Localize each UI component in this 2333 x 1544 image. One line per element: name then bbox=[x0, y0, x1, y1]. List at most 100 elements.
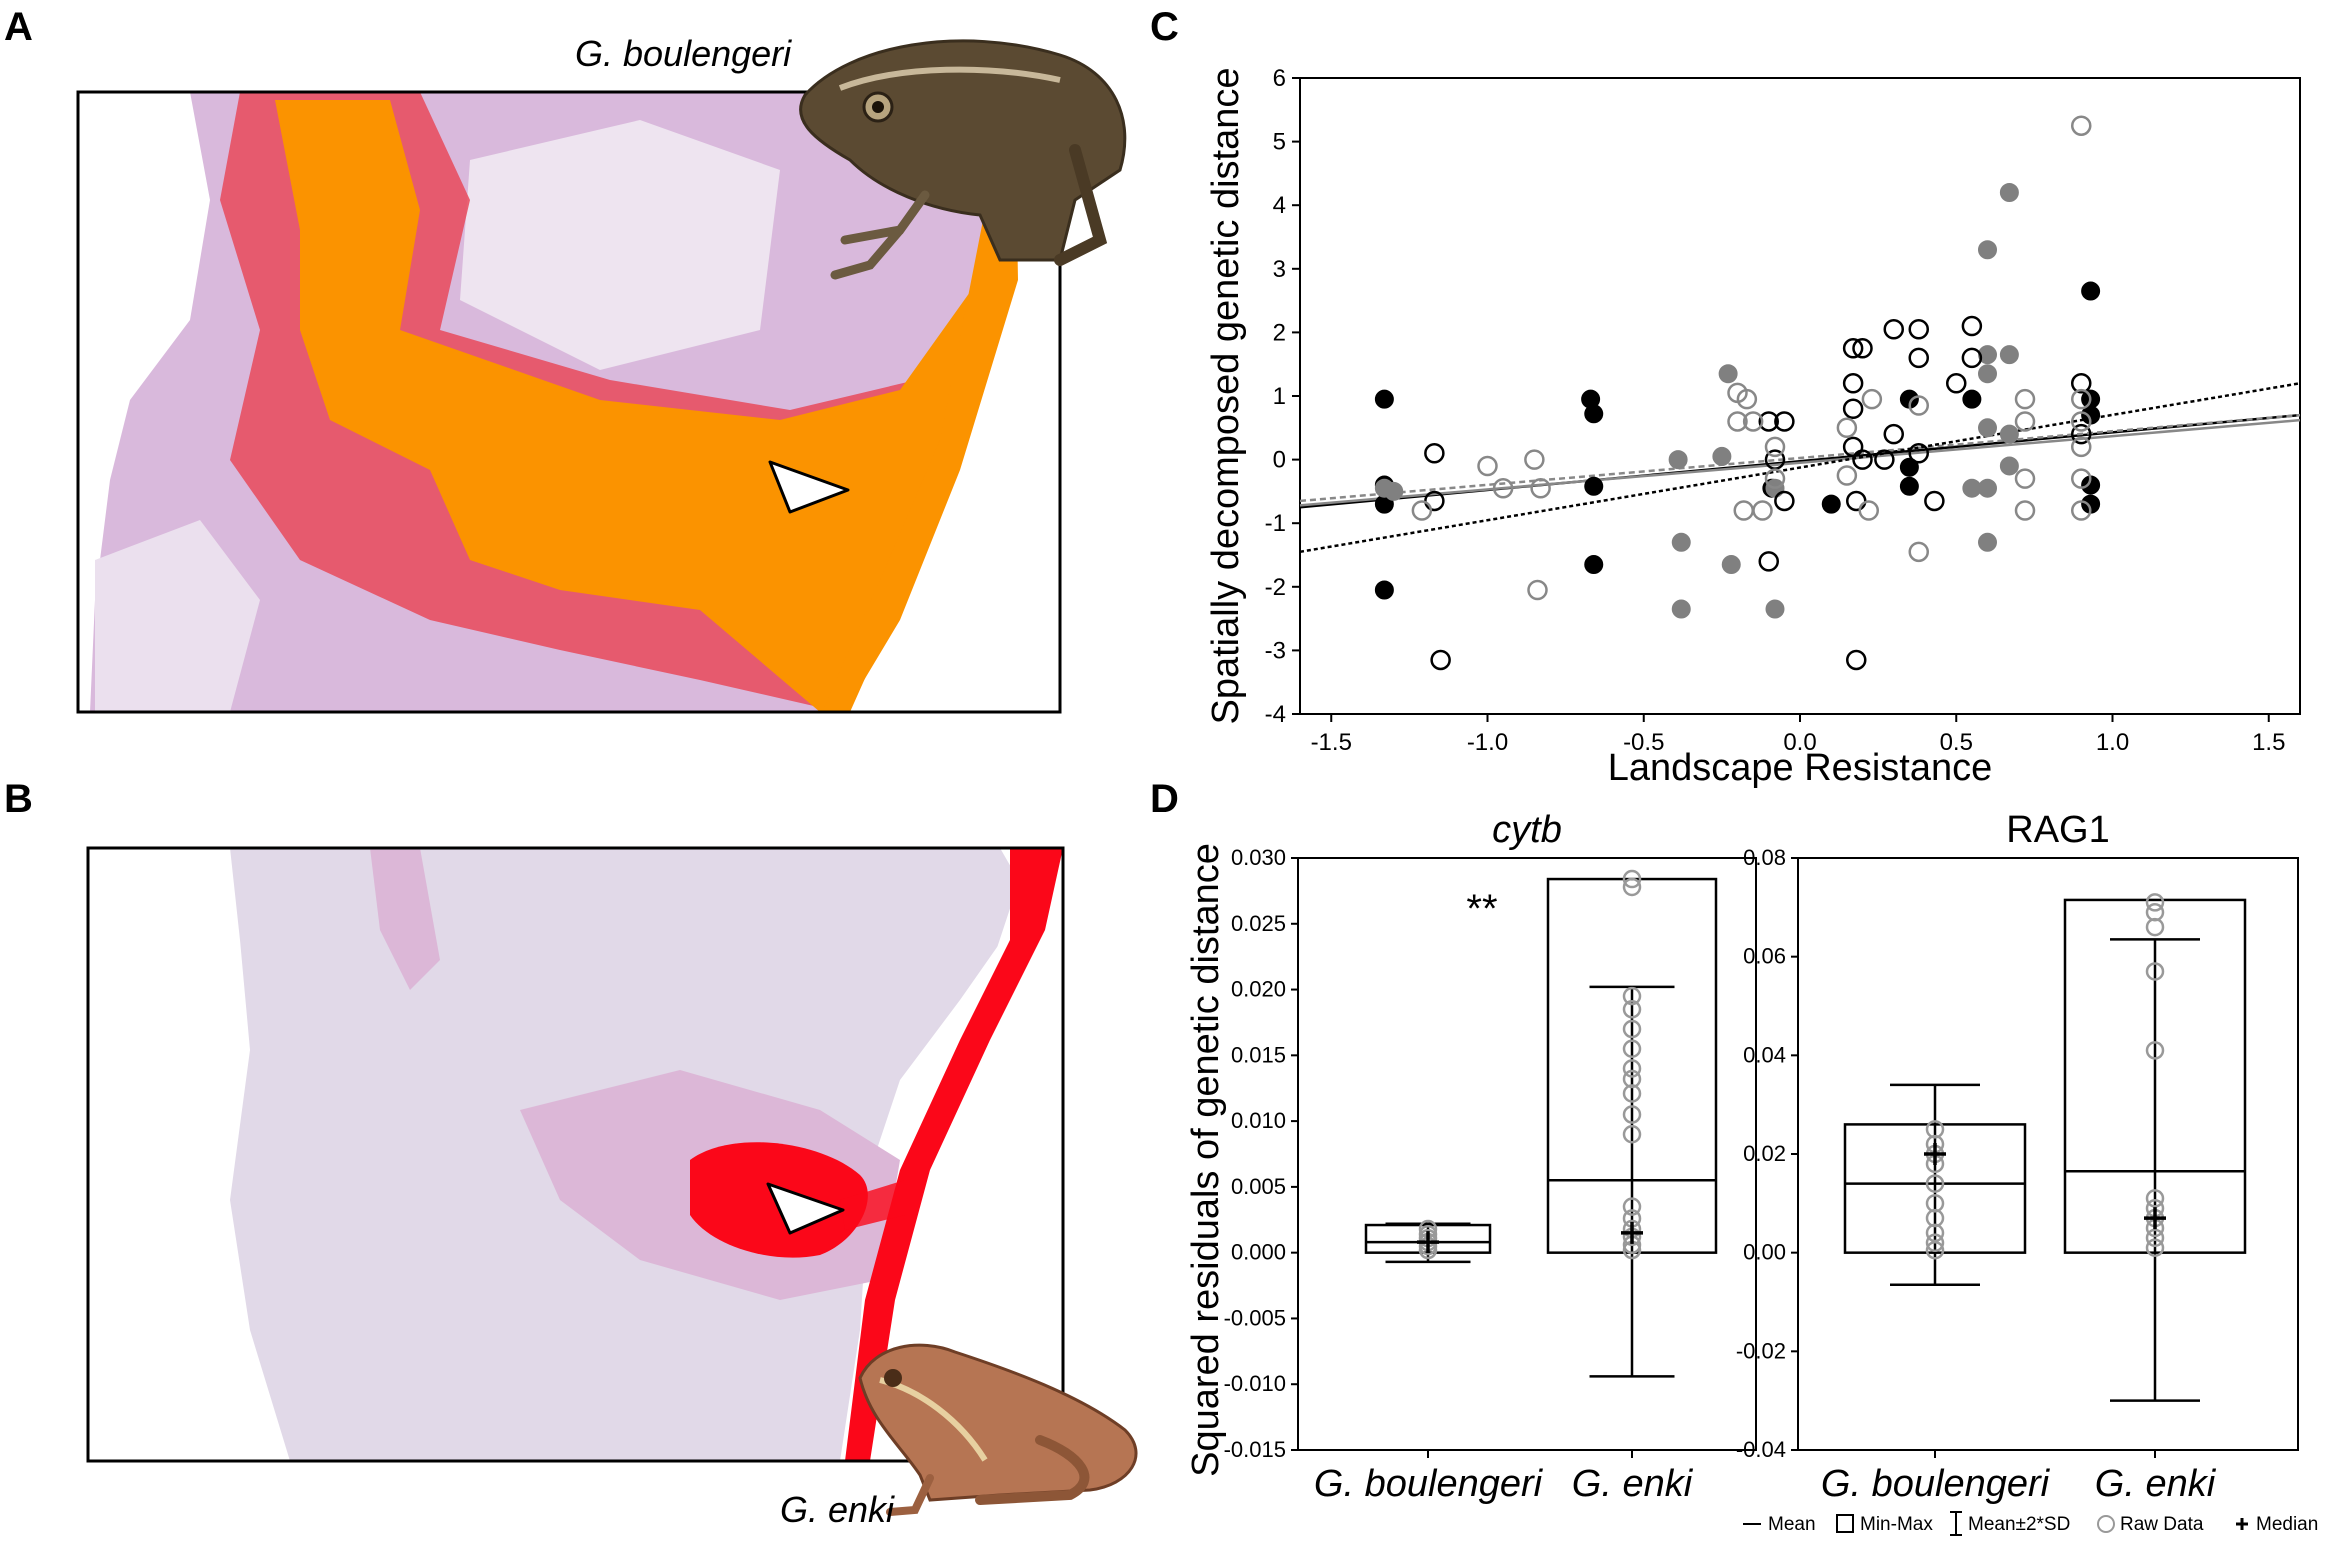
boxplot-raw-point bbox=[1925, 1174, 1945, 1193]
scatter-point bbox=[1899, 457, 1919, 477]
scatter-point bbox=[1764, 468, 1786, 489]
scatter-point bbox=[2071, 423, 2092, 445]
scatter-y-tick-label: 5 bbox=[1273, 129, 1286, 156]
scatter-point bbox=[1758, 411, 1779, 432]
scatter-x-tick-label: 0.0 bbox=[1783, 729, 1816, 756]
boxplot-y-tick-label: 0.020 bbox=[1231, 977, 1286, 1002]
map-b: G. enki bbox=[86, 846, 1138, 1530]
scatter-point bbox=[1852, 338, 1873, 359]
scatter-point bbox=[1858, 500, 1879, 521]
scatter-x-tick-label: -1.5 bbox=[1311, 729, 1352, 756]
boxplot-category-label: G. boulengeri bbox=[1314, 1463, 1544, 1505]
map-a-corridor-orange bbox=[275, 100, 1060, 712]
scatter-point bbox=[2014, 468, 2036, 489]
boxplot-rag1-title: RAG1 bbox=[2006, 809, 2109, 851]
boxplot-y-tick-label: 0.030 bbox=[1231, 845, 1286, 870]
location-marker-b bbox=[766, 1182, 845, 1235]
scatter-point bbox=[2014, 388, 2036, 410]
scatter-point bbox=[1836, 417, 1858, 439]
regression-line bbox=[1299, 418, 2301, 507]
scatter-point bbox=[2014, 411, 2036, 432]
boxplot-rag1-groups bbox=[1843, 893, 2247, 1402]
scatter-point bbox=[1899, 476, 1919, 496]
scatter-y-tick-label: -4 bbox=[1265, 701, 1286, 728]
scatter-point bbox=[1774, 490, 1795, 512]
scatter-x-tick-label: 1.5 bbox=[2252, 729, 2285, 756]
scatter-x-tick-label: 1.0 bbox=[2096, 729, 2129, 756]
boxplot-y-tick-label: 0.015 bbox=[1231, 1042, 1286, 1067]
boxplot-y-tick-label: 0.08 bbox=[1743, 845, 1786, 870]
legend-median-label: Median bbox=[2256, 1514, 2318, 1535]
scatter-point bbox=[1758, 551, 1779, 572]
boxplot-cytb-groups bbox=[1364, 869, 1718, 1378]
scatter-point bbox=[1908, 395, 1929, 416]
location-marker-a bbox=[768, 460, 850, 514]
legend-median-symbol bbox=[2236, 1518, 2248, 1530]
boxplot-rag1-x-axis: G. boulengeri G. enki bbox=[1821, 1450, 2217, 1505]
scatter-point bbox=[1978, 364, 1997, 384]
boxplot-cytb-frame bbox=[1297, 857, 1757, 1451]
scatter-point bbox=[1384, 481, 1404, 501]
boxplot-chart-d: Squared residuals of genetic distance cy… bbox=[1185, 809, 2318, 1536]
boxplot-legend: Mean Min-Max Mean±2*SD Raw Data Median bbox=[1743, 1511, 2318, 1536]
boxplot-y-tick-label: 0.000 bbox=[1231, 1240, 1286, 1265]
map-a-light-patch bbox=[460, 120, 780, 370]
boxplot-median-marker bbox=[2144, 1207, 2166, 1230]
boxplot-raw-point bbox=[1622, 1197, 1642, 1216]
boxplot-raw-point bbox=[1925, 1240, 1945, 1260]
boxplot-y-tick-label: 0.010 bbox=[1231, 1108, 1286, 1133]
scatter-x-tick-label: -0.5 bbox=[1623, 729, 1664, 756]
scatter-point bbox=[1727, 411, 1748, 432]
scatter-point bbox=[1821, 494, 1841, 514]
scatter-x-axis-title: Landscape Resistance bbox=[1608, 747, 1992, 789]
legend-minmax-label: Min-Max bbox=[1860, 1514, 1933, 1535]
panel-letter-d: D bbox=[1150, 777, 1179, 821]
scatter-point bbox=[1584, 555, 1604, 575]
boxplot-y-tick-label: -0.015 bbox=[1224, 1437, 1286, 1462]
boxplot-cytb-x-axis: G. boulengeri G. enki bbox=[1314, 1450, 1694, 1505]
scatter-point bbox=[1733, 500, 1754, 521]
scatter-point bbox=[1961, 315, 1983, 337]
boxplot-category-label: G. enki bbox=[1572, 1463, 1694, 1505]
legend-minmax-symbol bbox=[1836, 1514, 1854, 1533]
scatter-point bbox=[1846, 490, 1867, 512]
boxplot-y-tick-label: 0.00 bbox=[1743, 1240, 1786, 1265]
boxplot-raw-point bbox=[2145, 962, 2165, 981]
boxplot-category-label: G. boulengeri bbox=[1821, 1463, 2051, 1505]
scatter-y-tick-label: 2 bbox=[1273, 319, 1286, 346]
scatter-point bbox=[1671, 599, 1691, 619]
scatter-point bbox=[2071, 468, 2092, 489]
scatter-point bbox=[2071, 500, 2092, 521]
scatter-regression-lines bbox=[1299, 382, 2301, 554]
scatter-y-tick-label: 3 bbox=[1273, 256, 1286, 283]
scatter-point bbox=[1765, 599, 1785, 619]
scatter-point bbox=[1712, 446, 1732, 466]
scatter-point bbox=[1492, 477, 1514, 499]
boxplot-raw-point bbox=[2145, 1228, 2165, 1248]
boxplot-median-marker bbox=[1924, 1143, 1946, 1165]
map-a-frame bbox=[76, 90, 1062, 714]
boxplot-raw-point bbox=[1925, 1233, 1945, 1253]
regression-line bbox=[1299, 382, 2301, 554]
boxplot-y-tick-label: 0.04 bbox=[1743, 1042, 1786, 1067]
map-b-coast-link bbox=[840, 1180, 905, 1230]
scatter-point bbox=[1999, 182, 2019, 202]
map-a: G. boulengeri bbox=[76, 33, 1127, 714]
scatter-point bbox=[1374, 580, 1394, 600]
legend-raw-label: Raw Data bbox=[2120, 1514, 2204, 1535]
map-b-coast-white bbox=[870, 848, 1063, 1461]
scatter-point bbox=[1999, 424, 2019, 444]
scatter-plot-frame bbox=[1299, 77, 2301, 715]
boxplot-raw-point bbox=[1925, 1223, 1945, 1243]
boxplot-median-marker bbox=[1417, 1231, 1439, 1254]
scatter-point bbox=[1411, 500, 1433, 521]
scatter-point bbox=[1530, 477, 1551, 499]
boxplot-raw-point bbox=[2145, 1189, 2165, 1208]
boxplot-raw-point bbox=[1622, 986, 1642, 1006]
scatter-point bbox=[1924, 490, 1945, 512]
scatter-point bbox=[1527, 579, 1548, 601]
scatter-point bbox=[1961, 347, 1983, 369]
boxplot-raw-point bbox=[1622, 869, 1642, 889]
boxplot-rag1: RAG1 -0.04 -0.02 0.00 0.02 0.04 0.06 0.08 G. b… bbox=[1736, 809, 2299, 1505]
boxplot-raw-point bbox=[2145, 1041, 2165, 1060]
